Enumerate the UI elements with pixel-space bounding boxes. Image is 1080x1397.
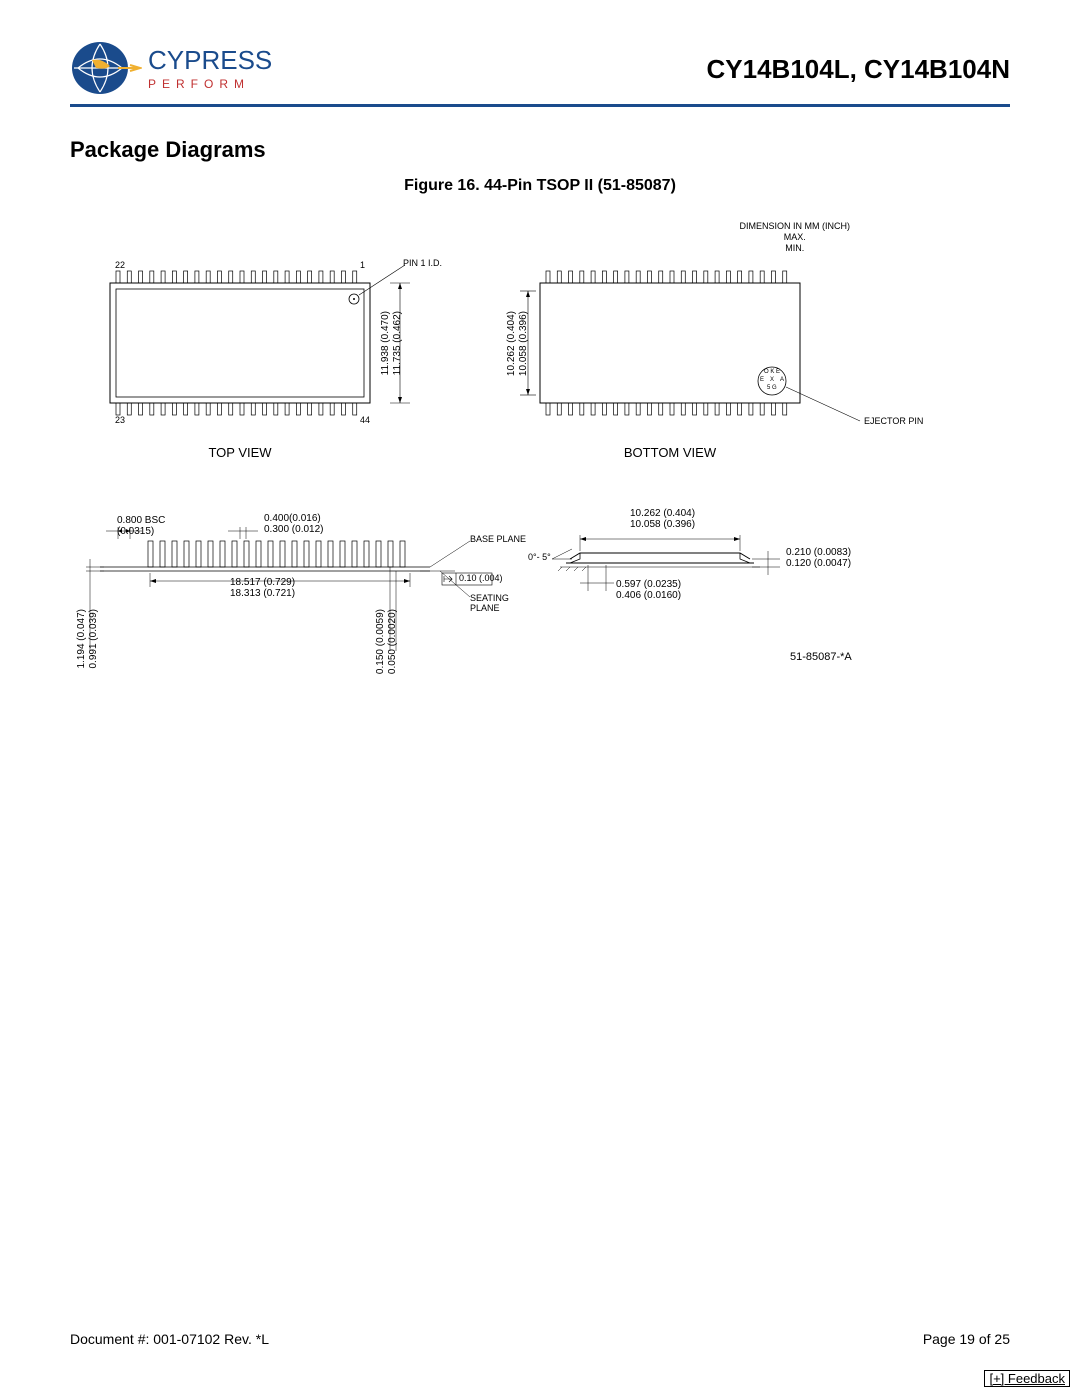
ej-code-left: E <box>760 377 764 384</box>
page-header: CYPRESS PERFORM CY14B104L, CY14B104N <box>70 40 1010 107</box>
ej-code-bot: 5 G <box>767 385 777 392</box>
top-view-label: TOP VIEW <box>110 445 370 460</box>
ej-code-right: A <box>780 377 784 384</box>
package-diagram: DIMENSION IN MM (INCH) MAX. MIN. <box>70 221 1010 701</box>
page-footer: Document #: 001-07102 Rev. *L Page 19 of… <box>70 1331 1010 1347</box>
prof-standoff-min: 0.120 (0.0047) <box>786 558 851 569</box>
bodylen-max: 18.517 (0.729) <box>230 577 295 588</box>
prof-foot-max: 0.597 (0.0235) <box>616 579 681 590</box>
lead-thick-min: 0.050 (0.0020) <box>387 609 398 674</box>
bodylen-min: 18.313 (0.721) <box>230 588 295 599</box>
pitch-l1: 0.800 BSC <box>117 515 165 526</box>
figure-title: Figure 16. 44-Pin TSOP II (51-85087) <box>70 177 1010 195</box>
doc-number: Document #: 001-07102 Rev. *L <box>70 1331 269 1347</box>
feedback-button[interactable]: [+] Feedback <box>984 1370 1070 1387</box>
leadw-min: 0.300 (0.012) <box>264 524 324 535</box>
section-title: Package Diagrams <box>70 137 1010 163</box>
prof-foot-min: 0.406 (0.0160) <box>616 590 681 601</box>
pitch-l2: (0.0315) <box>117 526 154 537</box>
dim-note-line1: DIMENSION IN MM (INCH) <box>740 221 851 232</box>
page-number: Page 19 of 25 <box>923 1331 1010 1347</box>
seating-plane-label: SEATING PLANE <box>470 594 509 614</box>
ejector-pin-label: EJECTOR PIN <box>864 417 923 427</box>
pin-44-label: 44 <box>360 416 370 426</box>
prof-standoff-max: 0.210 (0.0083) <box>786 547 851 558</box>
bv-height-min: 10.058 (0.396) <box>518 311 529 376</box>
bv-height-max: 10.262 (0.404) <box>506 311 517 376</box>
prof-width-max: 10.262 (0.404) <box>630 508 695 519</box>
pin-22-label: 22 <box>115 261 125 271</box>
logo-tagline: PERFORM <box>148 77 272 91</box>
pin1-id-label: PIN 1 I.D. <box>403 259 442 269</box>
tv-height-min: 11.735 (0.462) <box>392 311 403 375</box>
side-profile-row-svg <box>70 501 1010 681</box>
logo: CYPRESS PERFORM <box>70 40 272 98</box>
revision-code: 51-85087-*A <box>790 651 852 663</box>
ej-code-top: O K E <box>764 369 780 376</box>
prof-angle: 0°- 5° <box>528 553 551 563</box>
cypress-globe-icon <box>70 40 142 98</box>
ej-code-mid: X <box>770 377 774 384</box>
base-plane-label: BASE PLANE <box>470 535 526 545</box>
leadw-max: 0.400(0.016) <box>264 513 321 524</box>
pin-23-label: 23 <box>115 416 125 426</box>
bottom-view-label: BOTTOM VIEW <box>540 445 800 460</box>
height-left-min: 0.991 (0.039) <box>88 609 99 669</box>
lead-thick-max: 0.150 (0.0059) <box>375 609 386 674</box>
part-number: CY14B104L, CY14B104N <box>707 54 1011 85</box>
pin-1-label: 1 <box>360 261 365 271</box>
logo-name: CYPRESS <box>148 47 272 73</box>
prof-width-min: 10.058 (0.396) <box>630 519 695 530</box>
height-left-max: 1.194 (0.047) <box>76 609 87 669</box>
coplanarity-val: 0.10 (.004) <box>459 574 503 584</box>
tv-height-max: 11.938 (0.470) <box>380 311 391 375</box>
